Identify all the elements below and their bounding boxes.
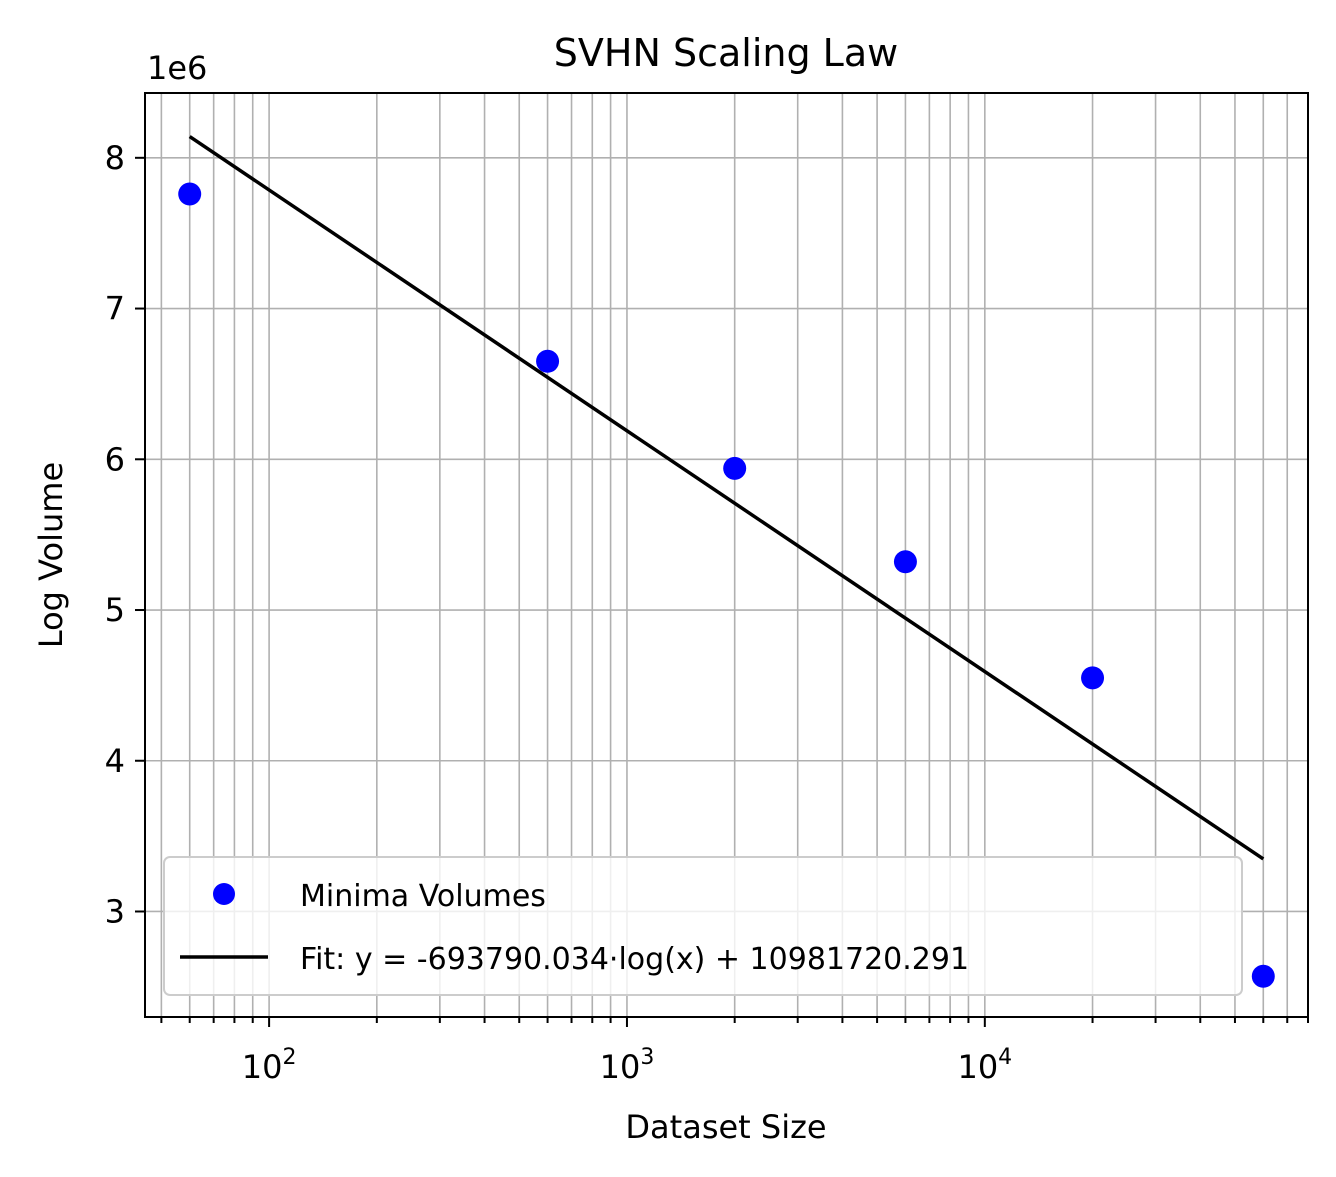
fit-layer	[188, 135, 1265, 861]
fit-line	[188, 135, 1265, 861]
x-tick-label: 102	[242, 1045, 297, 1086]
x-tick-label-base: 10	[957, 1048, 998, 1086]
plot-frame	[144, 92, 1309, 1018]
data-point	[1251, 964, 1275, 988]
points-layer	[178, 182, 1275, 988]
y-tick-label: 4	[105, 742, 125, 780]
x-tick-label-exponent: 4	[998, 1045, 1012, 1070]
data-point	[1081, 666, 1105, 690]
legend: Minima Volumes Fit: y = -693790.034·log(…	[163, 856, 1243, 996]
y-offset-label: 1e6	[147, 49, 207, 87]
legend-box	[163, 856, 1243, 996]
data-point	[893, 550, 917, 574]
y-axis-label: Log Volume	[32, 462, 70, 648]
data-point	[536, 349, 560, 373]
legend-label-minima: Minima Volumes	[300, 879, 546, 914]
x-axis-label: Dataset Size	[625, 1108, 826, 1146]
y-tick-label: 7	[105, 290, 125, 328]
x-tick-label-base: 10	[600, 1048, 641, 1086]
y-tick-label: 8	[105, 139, 125, 177]
y-tick-label: 3	[105, 892, 125, 930]
x-tick-label-base: 10	[242, 1048, 283, 1086]
y-tick-label: 6	[105, 440, 125, 478]
legend-marker-minima	[213, 883, 235, 905]
data-point	[723, 456, 747, 480]
legend-label-fit: Fit: y = -693790.034·log(x) + 10981720.2…	[300, 942, 969, 977]
x-tick-label-exponent: 3	[640, 1045, 654, 1070]
x-tick-label: 104	[957, 1045, 1012, 1086]
x-tick-label-exponent: 2	[282, 1045, 296, 1070]
chart-title: SVHN Scaling Law	[554, 31, 898, 75]
data-point	[178, 182, 202, 206]
x-tick-label: 103	[600, 1045, 655, 1086]
y-tick-label: 5	[105, 591, 125, 629]
